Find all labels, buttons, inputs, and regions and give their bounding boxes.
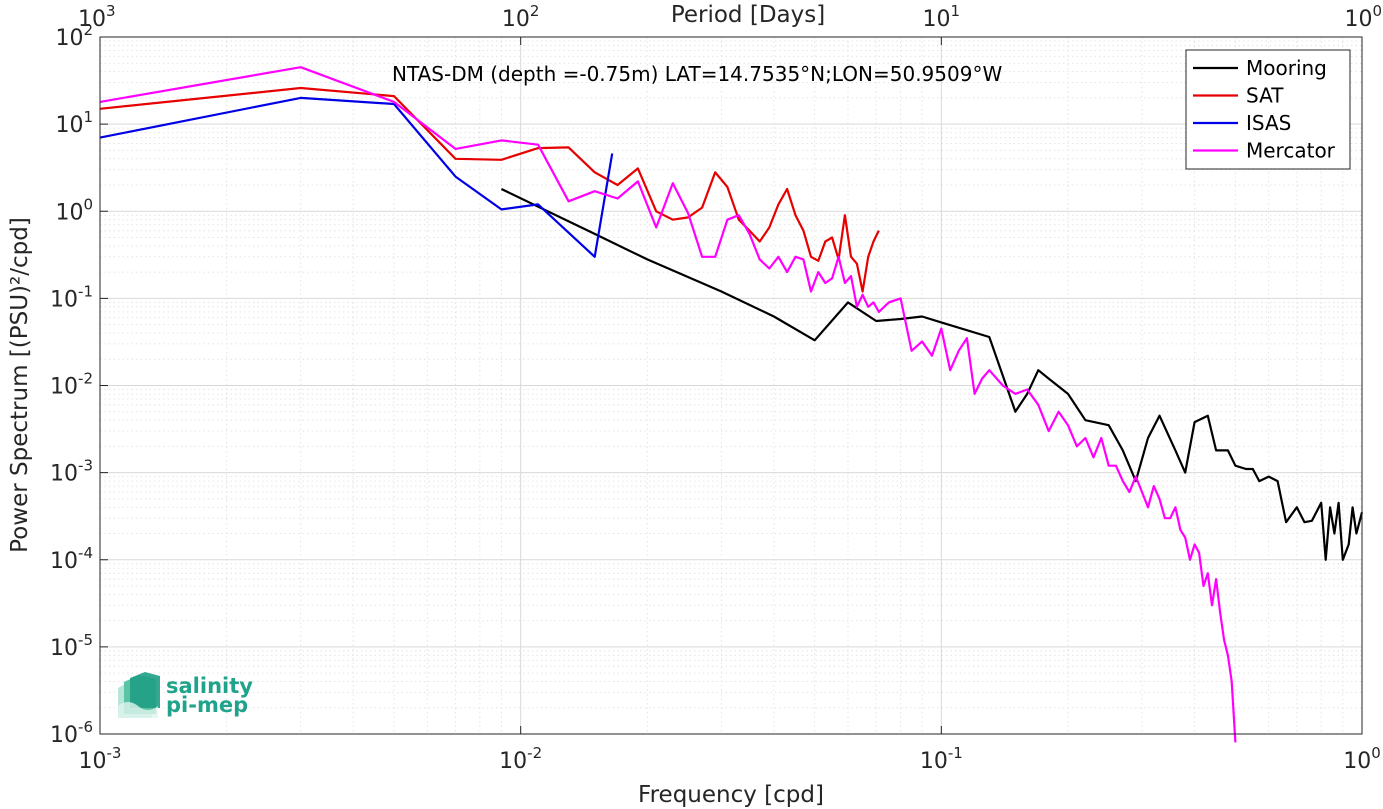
top-tick-label: 102 <box>502 2 540 32</box>
legend-box <box>1185 49 1351 170</box>
chart-title: NTAS-DM (depth =-0.75m) LAT=14.7535°N;LO… <box>392 62 1002 86</box>
axis-ticks: 10-3 10-2 10-1 100 102 101 100 10-1 10-2 10-3 10-4… <box>50 2 1382 774</box>
y-tick-label: 10-4 <box>50 544 93 574</box>
y-tick-label: 102 <box>55 21 93 51</box>
logo-icon <box>118 672 160 718</box>
top-tick-label: 101 <box>923 2 961 32</box>
x-axis-title: Frequency [cpd] <box>638 782 824 808</box>
series-line-sat <box>99 86 880 293</box>
x-tick-label: 10-3 <box>79 744 122 774</box>
legend-label-mercator: Mercator <box>1246 139 1336 163</box>
x-tick-label: 10-1 <box>920 744 963 774</box>
y-tick-label: 10-2 <box>50 370 93 400</box>
y-tick-label: 10-5 <box>50 631 93 661</box>
x-tick-label: 10-2 <box>499 744 542 774</box>
series-lines <box>99 66 1364 743</box>
salinity-pi-mep-logo: salinity pi-mep <box>118 672 253 718</box>
legend-label-isas: ISAS <box>1246 111 1291 135</box>
series-line-mercator <box>99 66 1237 743</box>
top-tick-label: 103 <box>78 2 116 32</box>
y-tick-label: 10-6 <box>50 718 93 748</box>
x-tick-label: 100 <box>1343 744 1381 774</box>
legend: Mooring SAT ISAS Mercator <box>1185 49 1351 170</box>
legend-label-mooring: Mooring <box>1246 56 1327 80</box>
top-axis-title: Period [Days] <box>671 2 825 28</box>
series-line-mooring <box>500 188 1364 561</box>
y-tick-label: 101 <box>55 108 93 138</box>
logo-line1: salinity <box>166 674 253 698</box>
grid <box>99 36 1363 735</box>
y-axis-title: Power Spectrum [(PSU)²/cpd] <box>7 217 33 553</box>
top-tick-label: 100 <box>1344 2 1382 32</box>
legend-label-sat: SAT <box>1246 84 1284 108</box>
y-tick-label: 10-3 <box>50 457 93 487</box>
series-line-isas <box>99 96 614 258</box>
y-tick-label: 10-1 <box>50 282 93 312</box>
logo-line2: pi-mep <box>166 693 248 717</box>
y-tick-label: 100 <box>55 195 93 225</box>
